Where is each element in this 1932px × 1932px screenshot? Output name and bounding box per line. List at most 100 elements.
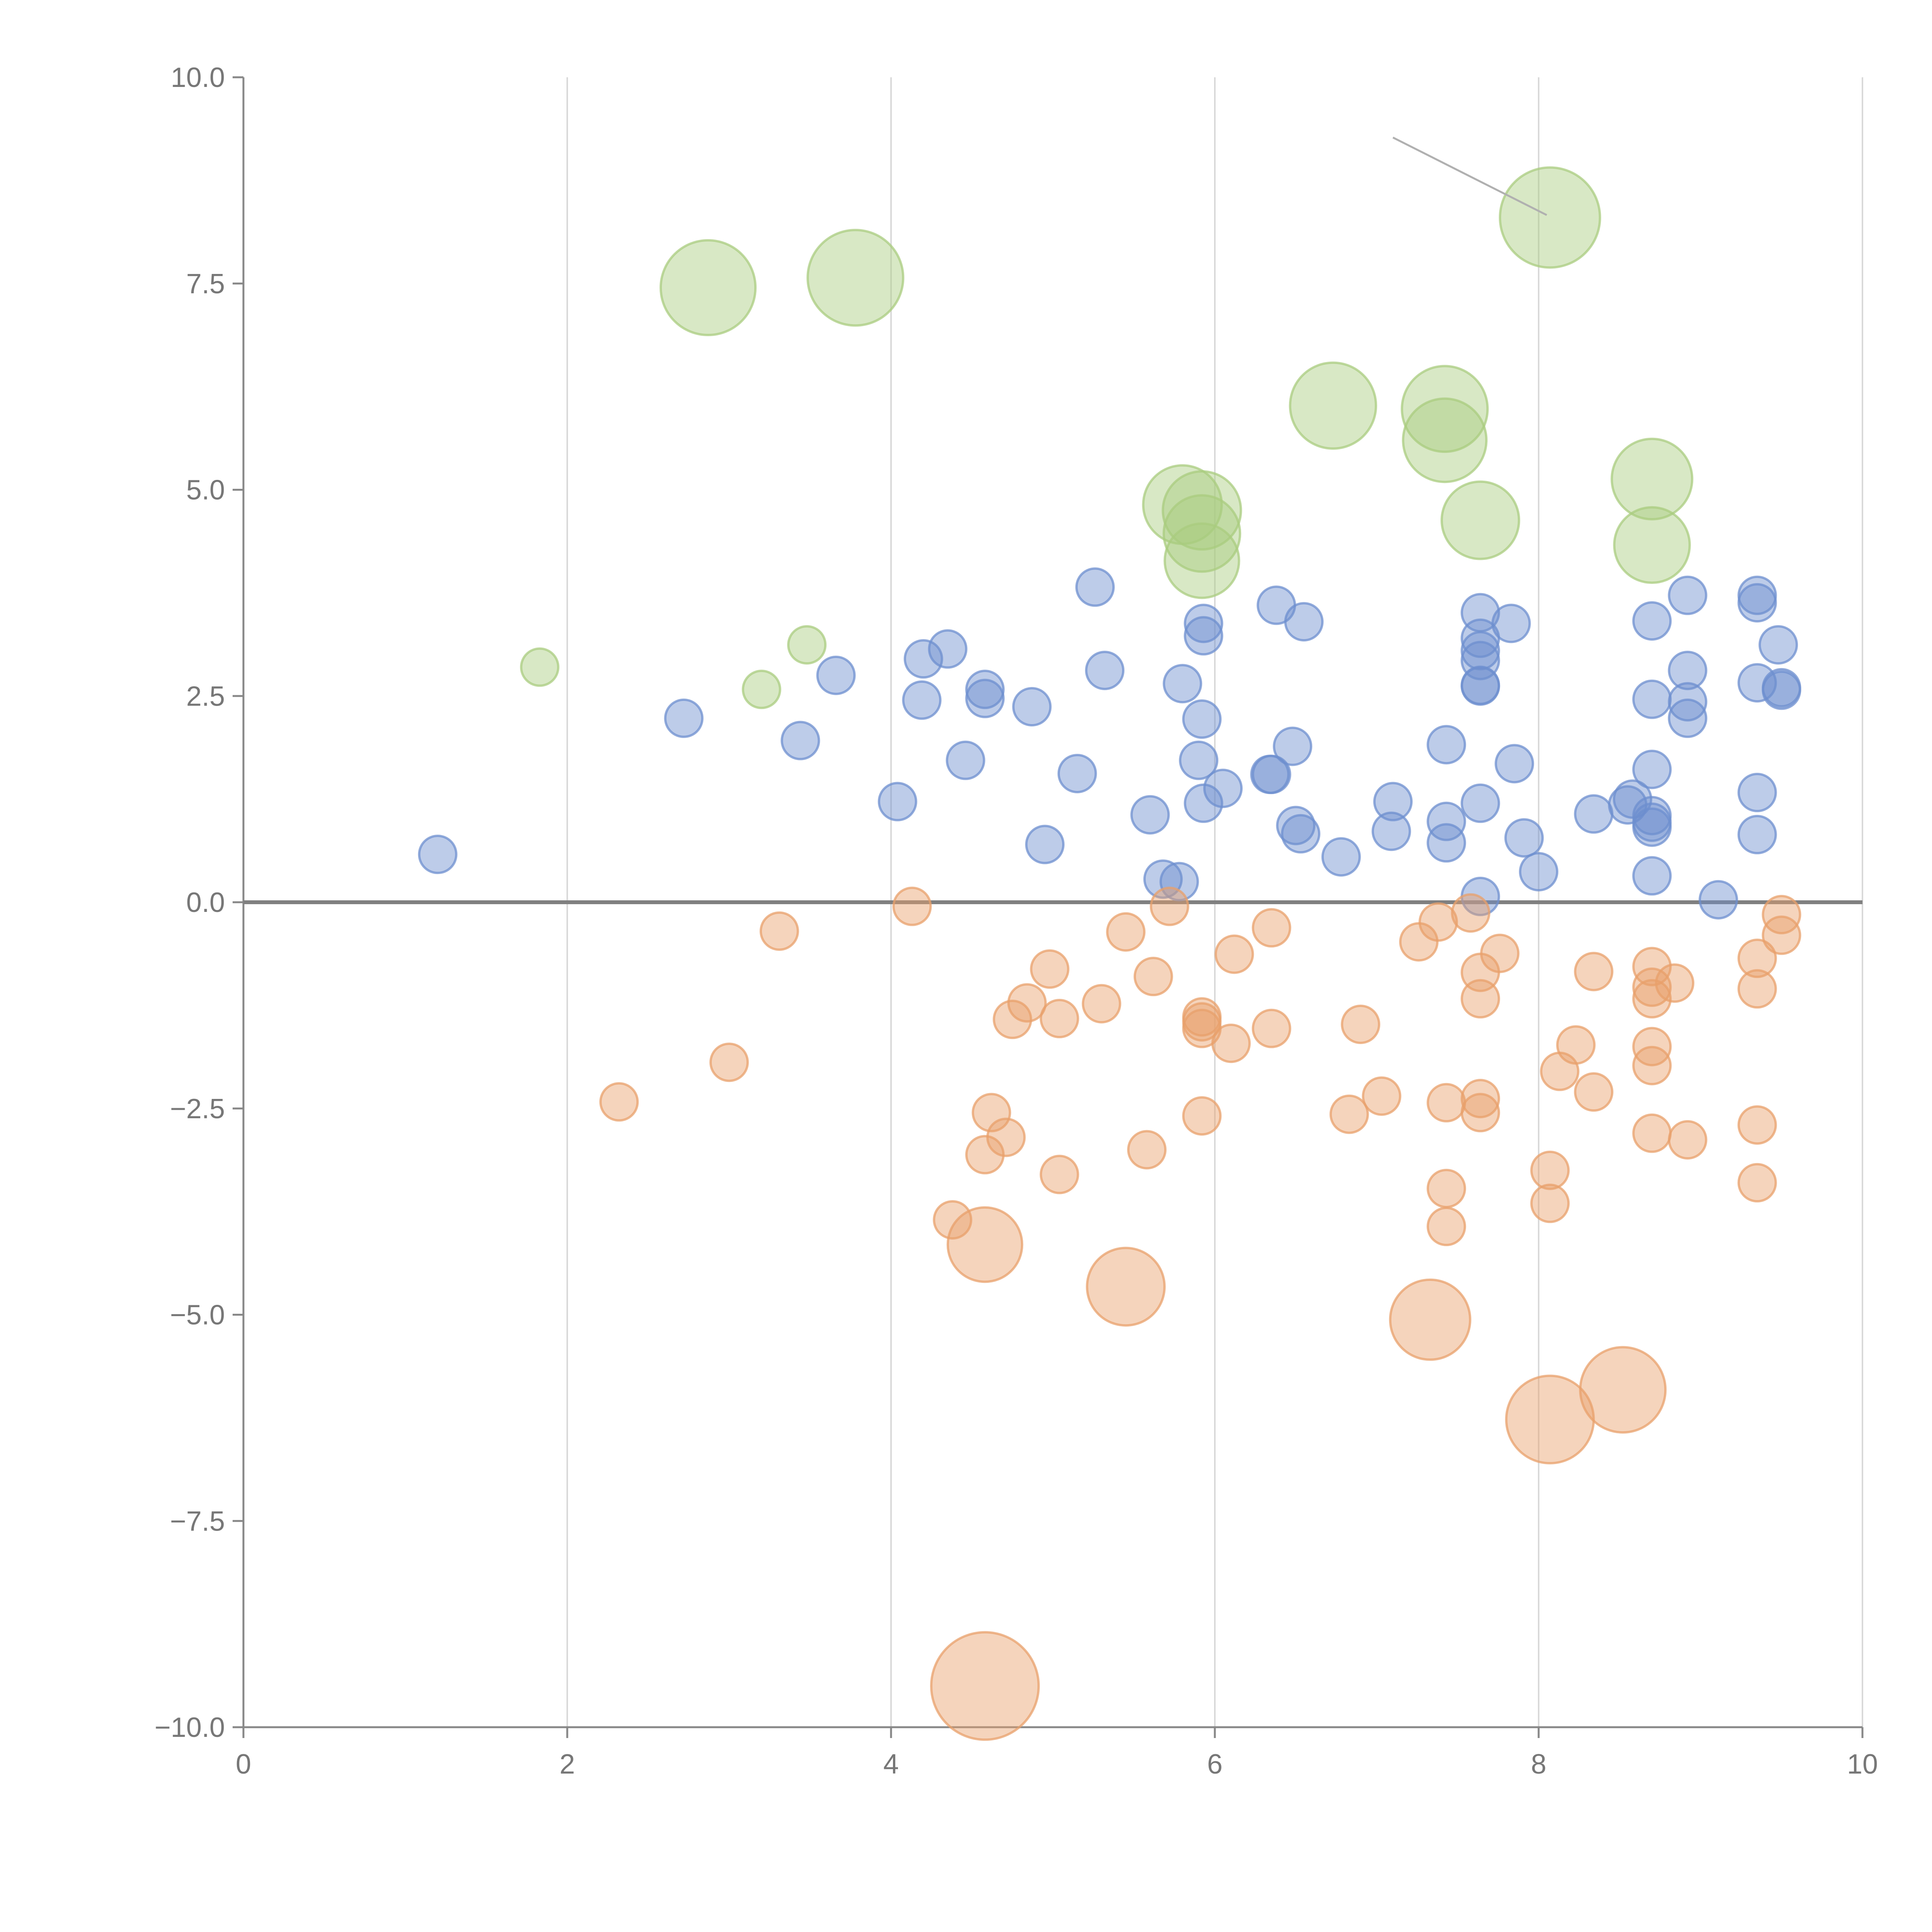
data-point [1106, 912, 1146, 952]
data-point [965, 670, 1005, 709]
y-tick-label: −10.0 [155, 1712, 225, 1743]
data-point [1284, 602, 1324, 642]
data-point [1179, 740, 1219, 780]
data-points [418, 166, 1801, 1741]
data-point [1025, 825, 1065, 864]
x-tick-label: 4 [883, 1749, 899, 1780]
data-point [1530, 1184, 1570, 1223]
data-point [1574, 794, 1614, 834]
data-point [1133, 957, 1173, 997]
data-point [1184, 604, 1223, 643]
data-point [946, 740, 985, 780]
data-point [1737, 583, 1777, 622]
data-point [1329, 1094, 1369, 1134]
annotation-leader-line [1392, 136, 1548, 216]
data-point [1427, 801, 1466, 841]
data-point [1519, 852, 1558, 892]
data-point [1737, 939, 1777, 978]
data-point [1130, 795, 1170, 835]
data-point [1401, 365, 1489, 453]
data-point [1182, 699, 1222, 739]
data-point [1184, 783, 1223, 823]
x-tick-label: 8 [1531, 1749, 1546, 1780]
data-point [1289, 361, 1378, 450]
data-point [1427, 823, 1466, 863]
data-point [1252, 755, 1291, 794]
series-large-negative [930, 1247, 1667, 1741]
data-point [993, 1000, 1032, 1039]
data-point [1737, 1163, 1777, 1202]
data-point [742, 670, 781, 709]
data-point [787, 625, 827, 665]
data-point [1150, 886, 1189, 926]
data-point [664, 698, 704, 738]
data-point [1737, 663, 1777, 703]
data-point [1762, 670, 1801, 710]
data-point [1574, 1072, 1614, 1112]
data-point [1556, 1025, 1596, 1065]
data-point [1127, 1130, 1167, 1170]
data-point [903, 639, 943, 679]
data-point [659, 239, 757, 337]
data-point [933, 1200, 973, 1240]
data-point [1737, 773, 1777, 813]
data-point [1737, 969, 1777, 1009]
data-point [1611, 437, 1694, 520]
series-negative [599, 886, 1801, 1283]
data-point [1184, 616, 1223, 656]
data-point [1668, 575, 1708, 615]
x-tick-label: 2 [560, 1749, 575, 1780]
data-point [1762, 915, 1801, 955]
data-point [1632, 979, 1672, 1019]
data-point [1632, 947, 1672, 986]
data-point [1699, 880, 1738, 920]
data-point [878, 782, 917, 821]
data-point [1252, 1009, 1291, 1048]
data-point [1495, 744, 1534, 784]
data-point [1163, 664, 1202, 704]
data-point [1182, 1096, 1222, 1136]
data-point [1574, 952, 1614, 992]
data-point [1480, 934, 1520, 973]
data-point [1737, 1105, 1777, 1145]
data-point [1273, 726, 1313, 766]
data-point [1214, 934, 1254, 974]
data-point [1759, 625, 1798, 665]
data-point [965, 679, 1005, 718]
x-tick-label: 6 [1207, 1749, 1223, 1780]
data-point [1418, 902, 1458, 942]
data-point [1159, 862, 1199, 901]
annotations [1392, 136, 1548, 216]
data-point [1057, 753, 1097, 793]
data-point [1461, 979, 1500, 1019]
y-tick-label: 0.0 [186, 887, 225, 918]
data-point [1427, 1207, 1466, 1247]
x-tick-label: 10 [1847, 1749, 1878, 1780]
data-point [1082, 984, 1121, 1024]
data-point [1007, 983, 1047, 1023]
data-point [1613, 506, 1691, 584]
data-point [1632, 1046, 1672, 1085]
data-point [599, 1082, 639, 1122]
data-point [1461, 1093, 1500, 1133]
data-point [1668, 651, 1708, 690]
y-tick-label: 5.0 [186, 475, 225, 506]
data-point [1461, 1079, 1500, 1119]
series-large-positive [520, 166, 1694, 709]
data-point [1402, 397, 1488, 483]
data-point [1632, 679, 1672, 719]
data-point [946, 1206, 1024, 1283]
data-point [1371, 811, 1411, 851]
y-tick-label: 2.5 [186, 681, 225, 712]
data-point [1655, 963, 1694, 1003]
data-point [1162, 494, 1242, 573]
data-point [1012, 687, 1052, 727]
data-point [1632, 856, 1672, 896]
data-point [1461, 666, 1500, 706]
data-point [986, 1117, 1026, 1157]
data-point [1427, 1168, 1466, 1208]
data-point [1030, 949, 1070, 989]
data-point [1373, 782, 1413, 821]
data-point [816, 655, 856, 695]
